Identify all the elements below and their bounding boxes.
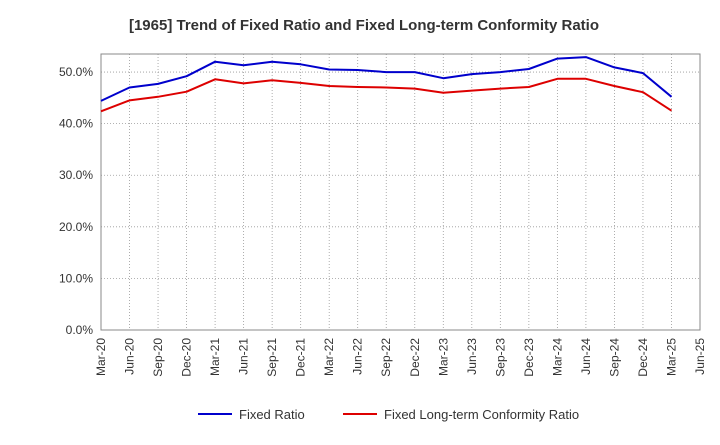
x-tick-label: Dec-20 <box>180 338 194 377</box>
x-axis-ticks: Mar-20 Jun-20 Sep-20 Dec-20 Mar-21 Jun-21 Sep-… <box>94 338 707 377</box>
legend-label-2: Fixed Long-term Conformity Ratio <box>384 407 579 422</box>
y-tick-label: 0.0% <box>66 323 94 337</box>
x-tick-label: Mar-22 <box>322 338 336 376</box>
x-tick-label: Mar-25 <box>664 338 678 376</box>
y-tick-label: 50.0% <box>59 65 93 79</box>
x-tick-label: Jun-25 <box>693 338 707 375</box>
y-axis-ticks: 0.0% 10.0% 20.0% 30.0% 40.0% 50.0% <box>59 65 93 337</box>
y-tick-label: 10.0% <box>59 271 93 285</box>
series-line-1 <box>100 56 673 102</box>
x-tick-label: Sep-21 <box>265 338 279 377</box>
x-tick-label: Mar-20 <box>94 338 108 376</box>
x-tick-label: Dec-21 <box>294 338 308 377</box>
x-tick-label: Dec-24 <box>636 338 650 377</box>
y-tick-label: 40.0% <box>59 117 93 131</box>
chart-title: [1965] Trend of Fixed Ratio and Fixed Lo… <box>129 17 599 34</box>
x-tick-label: Sep-20 <box>151 338 165 377</box>
y-tick-label: 30.0% <box>59 168 93 182</box>
legend-label-1: Fixed Ratio <box>239 407 305 422</box>
x-tick-label: Sep-22 <box>379 338 393 377</box>
series-line-2 <box>100 77 673 113</box>
series-layer <box>100 56 673 113</box>
x-tick-label: Sep-23 <box>493 338 507 377</box>
x-tick-label: Mar-24 <box>550 338 564 376</box>
y-tick-label: 20.0% <box>59 220 93 234</box>
x-tick-label: Jun-21 <box>237 338 251 375</box>
x-tick-label: Mar-23 <box>436 338 450 376</box>
grid-layer <box>101 54 700 330</box>
x-tick-label: Jun-24 <box>579 338 593 375</box>
x-tick-label: Sep-24 <box>607 338 621 377</box>
plot-frame <box>100 53 701 331</box>
x-tick-label: Jun-23 <box>465 338 479 375</box>
x-tick-label: Jun-22 <box>351 338 365 375</box>
x-tick-label: Dec-23 <box>522 338 536 377</box>
x-tick-label: Jun-20 <box>123 338 137 375</box>
x-tick-label: Dec-22 <box>408 338 422 377</box>
legend: Fixed Ratio Fixed Long-term Conformity Ra… <box>198 407 579 422</box>
x-tick-label: Mar-21 <box>208 338 222 376</box>
